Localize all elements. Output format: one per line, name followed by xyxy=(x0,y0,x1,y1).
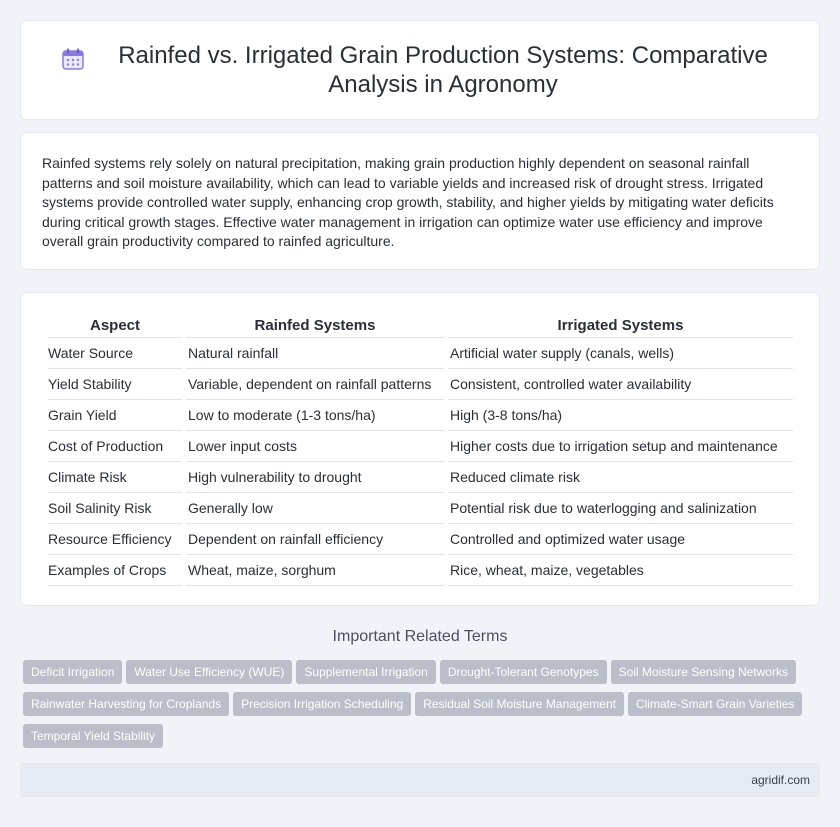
related-term-tag[interactable]: Supplemental Irrigation xyxy=(296,660,436,684)
related-term-tag[interactable]: Soil Moisture Sensing Networks xyxy=(610,660,796,684)
cell-aspect: Soil Salinity Risk xyxy=(48,492,184,524)
cell-aspect: Examples of Crops xyxy=(48,554,184,586)
table-body: Water Source Natural rainfall Artificial w… xyxy=(48,337,793,586)
table-row: Cost of Production Lower input costs Highe… xyxy=(48,430,793,462)
cell-rainfed: High vulnerability to drought xyxy=(182,461,446,493)
table-row: Soil Salinity Risk Generally low Potential… xyxy=(48,492,793,524)
title-wrap: Rainfed vs. Irrigated Grain Production S… xyxy=(61,41,779,99)
column-header-rainfed: Rainfed Systems xyxy=(182,315,446,338)
header-card: Rainfed vs. Irrigated Grain Production S… xyxy=(20,20,820,120)
cell-aspect: Resource Efficiency xyxy=(48,523,184,555)
related-term-tag[interactable]: Temporal Yield Stability xyxy=(23,724,164,748)
related-terms-title: Important Related Terms xyxy=(332,628,508,645)
related-terms-tags: Deficit Irrigation Water Use Efficiency (… xyxy=(23,660,823,756)
cell-rainfed: Variable, dependent on rainfall patterns xyxy=(182,368,446,400)
cell-rainfed: Lower input costs xyxy=(182,430,446,462)
cell-irrigated: Rice, wheat, maize, vegetables xyxy=(444,554,793,586)
cell-irrigated: Potential risk due to waterlogging and s… xyxy=(444,492,793,524)
related-term-tag[interactable]: Deficit Irrigation xyxy=(23,660,123,684)
calendar-icon xyxy=(62,48,84,70)
cell-irrigated: Reduced climate risk xyxy=(444,461,793,493)
related-term-tag[interactable]: Residual Soil Moisture Management xyxy=(415,692,624,716)
cell-irrigated: Consistent, controlled water availabilit… xyxy=(444,368,793,400)
cell-irrigated: Controlled and optimized water usage xyxy=(444,523,793,555)
cell-irrigated: High (3-8 tons/ha) xyxy=(444,399,793,431)
cell-aspect: Climate Risk xyxy=(48,461,184,493)
related-term-tag[interactable]: Precision Irrigation Scheduling xyxy=(233,692,412,716)
related-term-tag[interactable]: Climate-Smart Grain Varieties xyxy=(627,692,803,716)
table-row: Climate Risk High vulnerability to drough… xyxy=(48,461,793,493)
cell-rainfed: Low to moderate (1-3 tons/ha) xyxy=(182,399,446,431)
cell-rainfed: Generally low xyxy=(182,492,446,524)
cell-aspect: Water Source xyxy=(48,337,184,369)
cell-aspect: Cost of Production xyxy=(48,430,184,462)
page-title: Rainfed vs. Irrigated Grain Production S… xyxy=(118,42,768,98)
cell-rainfed: Natural rainfall xyxy=(182,337,446,369)
intro-card: Rainfed systems rely solely on natural p… xyxy=(20,132,820,270)
column-header-irrigated: Irrigated Systems xyxy=(444,315,793,338)
related-term-tag[interactable]: Drought-Tolerant Genotypes xyxy=(439,660,607,684)
table-row: Examples of Crops Wheat, maize, sorghum Ri… xyxy=(48,554,793,586)
comparison-table-card: Aspect Rainfed Systems Irrigated Systems… xyxy=(20,292,820,606)
table-row: Water Source Natural rainfall Artificial w… xyxy=(48,337,793,369)
related-term-tag[interactable]: Water Use Efficiency (WUE) xyxy=(126,660,293,684)
cell-irrigated: Higher costs due to irrigation setup and… xyxy=(444,430,793,462)
intro-paragraph: Rainfed systems rely solely on natural p… xyxy=(42,155,774,250)
comparison-table: Aspect Rainfed Systems Irrigated Systems… xyxy=(48,315,793,586)
cell-aspect: Grain Yield xyxy=(48,399,184,431)
cell-rainfed: Dependent on rainfall efficiency xyxy=(182,523,446,555)
footer: agridif.com xyxy=(20,763,820,797)
footer-site-link[interactable]: agridif.com xyxy=(751,773,810,787)
related-term-tag[interactable]: Rainwater Harvesting for Croplands xyxy=(23,692,230,716)
table-row: Resource Efficiency Dependent on rainfall… xyxy=(48,523,793,555)
table-header-row: Aspect Rainfed Systems Irrigated Systems xyxy=(48,315,793,338)
table-row: Yield Stability Variable, dependent on ra… xyxy=(48,368,793,400)
cell-irrigated: Artificial water supply (canals, wells) xyxy=(444,337,793,369)
column-header-aspect: Aspect xyxy=(48,315,184,338)
cell-rainfed: Wheat, maize, sorghum xyxy=(182,554,446,586)
cell-aspect: Yield Stability xyxy=(48,368,184,400)
table-row: Grain Yield Low to moderate (1-3 tons/ha)… xyxy=(48,399,793,431)
